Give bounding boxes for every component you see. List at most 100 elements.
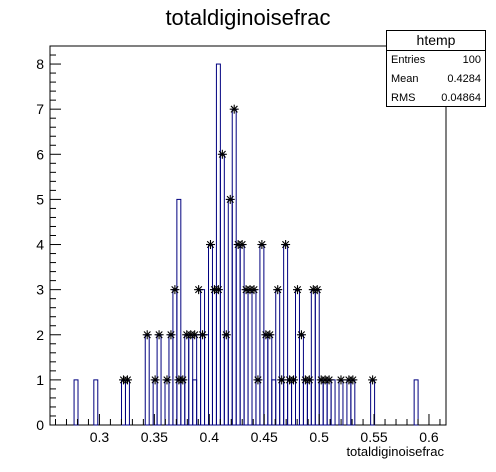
histogram-bar (276, 290, 280, 425)
data-marker (162, 375, 171, 384)
y-tick-label: 5 (36, 191, 44, 207)
x-axis-title: totaldiginoisefrac (346, 444, 444, 459)
y-tick-label: 1 (36, 372, 44, 388)
y-tick-label: 8 (36, 56, 44, 72)
histogram-bar (414, 380, 418, 425)
histogram-bar (193, 380, 197, 425)
y-tick-label: 7 (36, 101, 44, 117)
data-marker (230, 105, 239, 114)
x-tick-label: 0.3 (90, 429, 110, 445)
histogram-bar (264, 335, 268, 425)
data-marker (289, 375, 298, 384)
histogram-bar (268, 335, 272, 425)
data-marker (325, 375, 334, 384)
x-tick-label: 0.35 (141, 429, 168, 445)
histogram-bar (173, 290, 177, 425)
y-tick-label: 6 (36, 146, 44, 162)
histogram-bar (319, 380, 323, 425)
data-marker (348, 375, 357, 384)
data-marker (253, 375, 262, 384)
histogram-bar (252, 290, 256, 425)
histogram-bar (323, 380, 327, 425)
data-marker (218, 150, 227, 159)
histogram-bar (236, 245, 240, 425)
data-marker (123, 375, 132, 384)
x-tick-label: 0.4 (200, 429, 220, 445)
data-marker (265, 330, 274, 339)
histogram-bar (280, 380, 284, 425)
histogram-bar (153, 380, 157, 425)
histogram-bar (244, 290, 248, 425)
stats-mean-value: 0.4284 (447, 70, 481, 89)
histogram-bar (351, 380, 355, 425)
histogram-bar (74, 380, 78, 425)
histogram-bar (240, 245, 244, 425)
histogram-bar (311, 290, 315, 425)
stats-row-entries: Entries 100 (387, 51, 485, 70)
data-marker (238, 240, 247, 249)
histogram-bar (224, 335, 228, 425)
x-tick-label: 0.5 (309, 429, 329, 445)
histogram-bar (165, 380, 169, 425)
stats-box: htemp Entries 100 Mean 0.4284 RMS 0.0486… (386, 30, 486, 107)
histogram-bar (288, 380, 292, 425)
histogram-bar (272, 380, 276, 425)
data-marker (178, 375, 187, 384)
histogram-bar (122, 380, 126, 425)
chart-title: totaldiginoisefrac (165, 5, 330, 30)
stats-entries-label: Entries (391, 51, 425, 70)
data-marker (226, 195, 235, 204)
y-tick-label: 3 (36, 282, 44, 298)
stats-row-mean: Mean 0.4284 (387, 70, 485, 89)
data-marker (297, 330, 306, 339)
stats-row-rms: RMS 0.04864 (387, 89, 485, 108)
histogram-bar (197, 335, 201, 425)
histogram-bar (339, 380, 343, 425)
histogram-bar (327, 380, 331, 425)
stats-rms-label: RMS (391, 89, 415, 108)
histogram-bar (248, 290, 252, 425)
y-tick-label: 4 (36, 237, 44, 253)
data-marker (305, 375, 314, 384)
histogram-bar (209, 245, 213, 425)
histogram-bar (177, 199, 181, 425)
data-marker (313, 285, 322, 294)
data-marker (368, 375, 377, 384)
data-marker (198, 330, 207, 339)
data-marker (206, 240, 215, 249)
data-marker (166, 330, 175, 339)
data-marker (214, 285, 223, 294)
data-marker (143, 330, 152, 339)
histogram-bar (307, 380, 311, 425)
histogram-bar (94, 380, 98, 425)
histogram-bar (181, 380, 185, 425)
data-marker (222, 330, 231, 339)
histogram-bar (189, 335, 193, 425)
data-marker (293, 285, 302, 294)
histogram-bar (331, 380, 335, 425)
data-marker (170, 285, 179, 294)
histogram-bar (303, 380, 307, 425)
histogram-bar (296, 290, 300, 425)
data-marker (277, 375, 286, 384)
data-marker (194, 285, 203, 294)
histogram-bar (216, 64, 220, 425)
data-marker (281, 240, 290, 249)
histogram-bar (145, 335, 149, 425)
stats-mean-label: Mean (391, 70, 419, 89)
stats-box-title: htemp (387, 31, 485, 51)
histogram-bar (292, 380, 296, 425)
stats-rms-value: 0.04864 (441, 89, 481, 108)
histogram-bar (347, 380, 351, 425)
y-tick-label: 2 (36, 327, 44, 343)
data-marker (249, 285, 258, 294)
x-tick-label: 0.6 (419, 429, 439, 445)
x-tick-label: 0.55 (360, 429, 387, 445)
histogram-bar (232, 109, 236, 425)
histogram-bar (228, 199, 232, 425)
histogram-bar (205, 335, 209, 425)
data-marker (273, 285, 282, 294)
data-marker (336, 375, 345, 384)
data-marker (257, 240, 266, 249)
data-marker (151, 375, 160, 384)
